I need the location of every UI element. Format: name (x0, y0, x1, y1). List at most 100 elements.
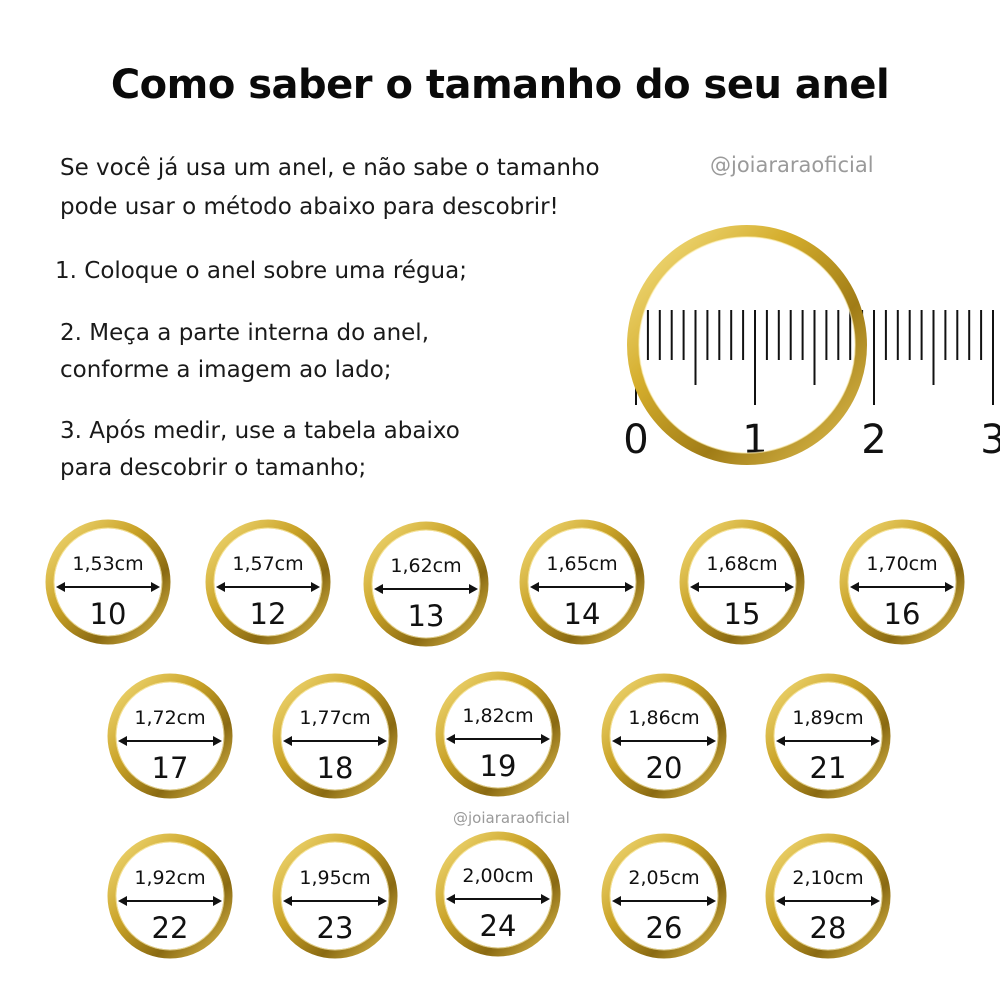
arrow-left-icon (612, 896, 621, 906)
arrow-left-icon (56, 582, 65, 592)
arrow-right-icon (707, 896, 716, 906)
ring-size-number: 28 (810, 911, 847, 945)
arrow-right-icon (213, 896, 222, 906)
ring-measure-label: 1,70cm (866, 553, 937, 575)
arrow-right-icon (378, 896, 387, 906)
arrow-left-icon (530, 582, 539, 592)
ring-measure-label: 2,10cm (792, 867, 863, 889)
ring-size-number: 18 (317, 751, 354, 785)
page-title: Como saber o tamanho do seu anel (110, 62, 890, 108)
ring-size-item: 1,62cm 13 (363, 521, 489, 647)
gold-ring-icon (765, 673, 891, 799)
ring-size-number: 12 (250, 597, 287, 631)
ring-size-number: 19 (480, 749, 517, 783)
ring-measure-label: 1,65cm (546, 553, 617, 575)
ruler-number-2: 2 (861, 417, 886, 463)
arrow-left-icon (118, 896, 127, 906)
ring-size-item: 2,05cm 26 (601, 833, 727, 959)
ring-size-item: 1,70cm 16 (839, 519, 965, 645)
ring-size-item: 2,00cm 24 (435, 831, 561, 957)
gold-ring-icon (107, 673, 233, 799)
ring-size-number: 10 (90, 597, 127, 631)
gold-ring-icon (45, 519, 171, 645)
ring-measure-label: 1,92cm (134, 867, 205, 889)
gold-ring-illustration (627, 225, 867, 465)
ring-size-number: 21 (810, 751, 847, 785)
ring-size-number: 24 (480, 909, 517, 943)
gold-ring-icon (272, 833, 398, 959)
intro-line-2: pode usar o método abaixo para descobrir… (60, 194, 559, 220)
gold-ring-icon (435, 831, 561, 957)
ring-measure-label: 1,89cm (792, 707, 863, 729)
ring-measure-label: 1,86cm (628, 707, 699, 729)
arrow-right-icon (541, 734, 550, 744)
arrow-right-icon (785, 582, 794, 592)
ring-size-number: 26 (646, 911, 683, 945)
ring-measure-label: 1,62cm (390, 555, 461, 577)
ring-size-item: 2,10cm 28 (765, 833, 891, 959)
ring-size-number: 23 (317, 911, 354, 945)
ruler-number-3: 3 (980, 417, 1000, 463)
arrow-right-icon (469, 584, 478, 594)
gold-ring-icon (839, 519, 965, 645)
step-3-line-2: para descobrir o tamanho; (60, 455, 367, 481)
intro-line-1: Se você já usa um anel, e não sabe o tam… (60, 155, 600, 181)
ring-size-number: 20 (646, 751, 683, 785)
arrow-right-icon (871, 896, 880, 906)
ring-size-item: 1,53cm 10 (45, 519, 171, 645)
arrow-right-icon (945, 582, 954, 592)
arrow-right-icon (378, 736, 387, 746)
ring-size-number: 14 (564, 597, 601, 631)
ring-size-number: 17 (152, 751, 189, 785)
ring-size-item: 1,89cm 21 (765, 673, 891, 799)
arrow-left-icon (374, 584, 383, 594)
arrow-left-icon (118, 736, 127, 746)
ring-size-number: 22 (152, 911, 189, 945)
step-3-line-1: 3. Após medir, use a tabela abaixo (60, 418, 460, 444)
arrow-left-icon (446, 734, 455, 744)
ring-size-item: 1,72cm 17 (107, 673, 233, 799)
ring-measure-label: 1,95cm (299, 867, 370, 889)
step-1: 1. Coloque o anel sobre uma régua; (55, 258, 467, 284)
gold-ring-icon (205, 519, 331, 645)
ring-size-number: 15 (724, 597, 761, 631)
gold-ring-icon (272, 673, 398, 799)
arrow-right-icon (707, 736, 716, 746)
ring-measure-label: 2,00cm (462, 865, 533, 887)
ring-size-number: 13 (408, 599, 445, 633)
instagram-handle-top: @joiararaoficial (710, 153, 874, 177)
step-2-line-2: conforme a imagem ao lado; (60, 357, 392, 383)
arrow-left-icon (776, 896, 785, 906)
ring-size-item: 1,77cm 18 (272, 673, 398, 799)
gold-ring-icon (601, 673, 727, 799)
ring-size-item: 1,86cm 20 (601, 673, 727, 799)
arrow-right-icon (311, 582, 320, 592)
arrow-left-icon (446, 894, 455, 904)
ring-measure-label: 1,72cm (134, 707, 205, 729)
ring-size-item: 1,92cm 22 (107, 833, 233, 959)
arrow-right-icon (625, 582, 634, 592)
ring-measure-label: 1,53cm (72, 553, 143, 575)
arrow-left-icon (612, 736, 621, 746)
ring-measure-label: 1,77cm (299, 707, 370, 729)
arrow-left-icon (690, 582, 699, 592)
arrow-left-icon (850, 582, 859, 592)
gold-ring-icon (435, 671, 561, 797)
gold-ring-icon (679, 519, 805, 645)
ring-size-item: 1,57cm 12 (205, 519, 331, 645)
arrow-left-icon (776, 736, 785, 746)
ruler-illustration: 0 1 2 3 (623, 225, 1000, 465)
gold-ring-icon (765, 833, 891, 959)
arrow-right-icon (541, 894, 550, 904)
ring-measure-label: 1,82cm (462, 705, 533, 727)
arrow-right-icon (213, 736, 222, 746)
ring-measure-label: 1,57cm (232, 553, 303, 575)
arrow-right-icon (151, 582, 160, 592)
arrow-left-icon (283, 736, 292, 746)
ring-size-number: 16 (884, 597, 921, 631)
arrow-left-icon (216, 582, 225, 592)
ring-measure-label: 1,68cm (706, 553, 777, 575)
step-2-line-1: 2. Meça a parte interna do anel, (60, 320, 430, 346)
ring-size-item: 1,68cm 15 (679, 519, 805, 645)
gold-ring-icon (107, 833, 233, 959)
